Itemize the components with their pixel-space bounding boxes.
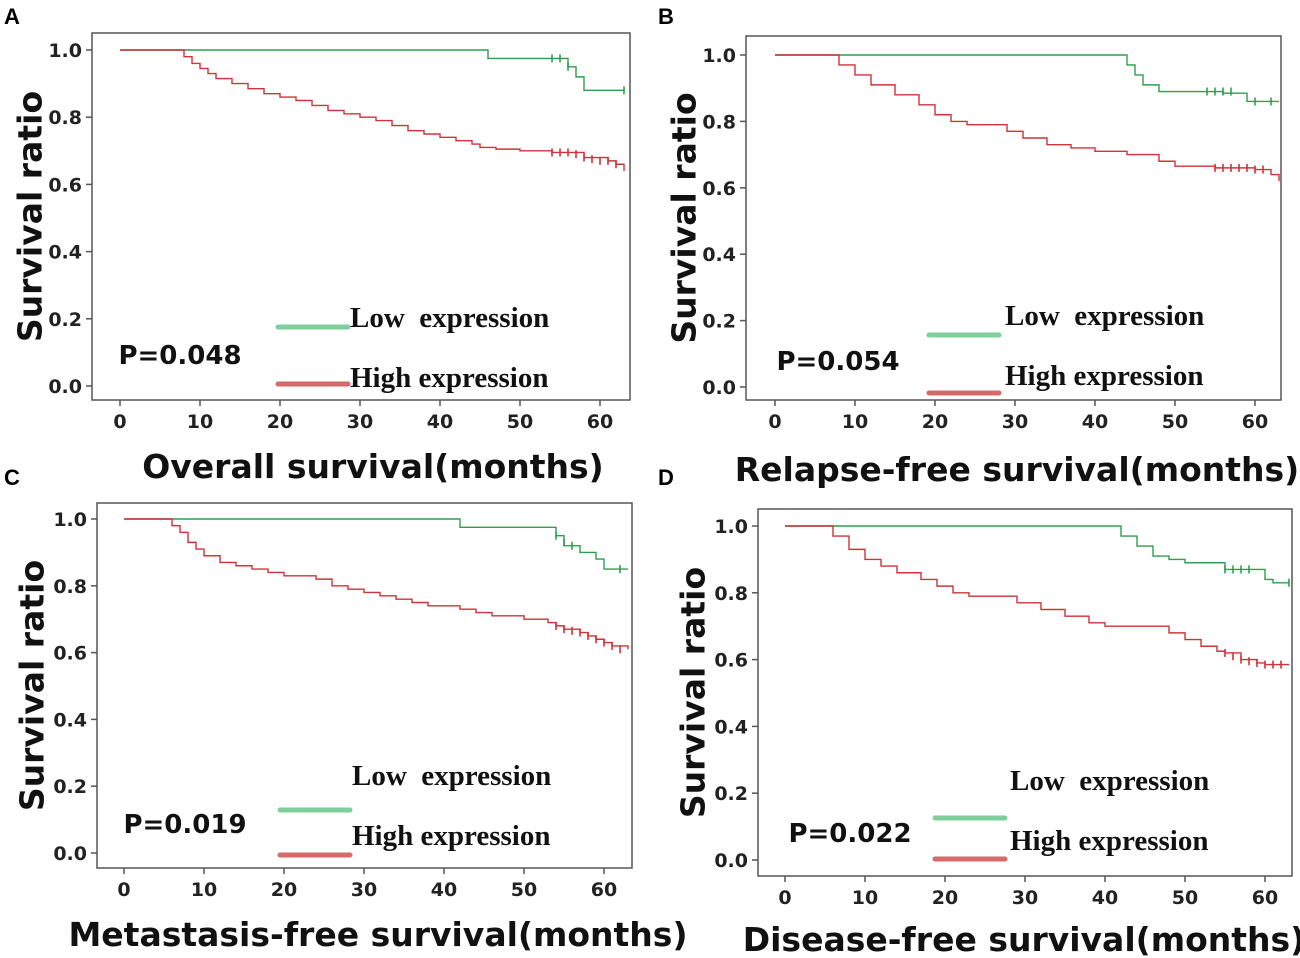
x-tick-label: 30 [1002,411,1028,433]
x-axis-title: Overall survival(months) [142,447,604,486]
x-tick-label: 20 [267,411,293,433]
panel-letter: C [4,465,20,490]
x-tick-label: 30 [347,411,373,433]
y-tick-label: 1.0 [53,509,87,531]
x-tick-label: 60 [1242,411,1268,433]
legend-label-low: Low expression [352,760,551,792]
y-tick-label: 0.6 [714,650,748,672]
y-tick-label: 0.2 [53,776,87,798]
x-tick-label: 0 [117,879,130,901]
y-tick-label: 0.6 [53,643,87,665]
x-tick-label: 20 [932,887,958,909]
x-tick-label: 10 [187,411,213,433]
x-tick-label: 10 [191,879,217,901]
panel-letter: A [4,4,20,29]
x-axis-title: Metastasis-free survival(months) [68,915,687,954]
y-tick-label: 0.8 [702,111,736,133]
x-tick-label: 50 [507,411,533,433]
low-expression-curve [785,525,1289,584]
y-tick-label: 0.8 [714,583,748,605]
y-tick-label: 0.2 [714,783,748,805]
legend-label-high: High expression [352,820,550,852]
p-value: P=0.054 [776,347,899,377]
y-tick-label: 0.0 [702,377,736,399]
legend-label-low: Low expression [350,302,549,334]
p-value: P=0.019 [123,810,246,840]
x-tick-label: 50 [511,879,537,901]
y-axis-title: Survival ratio [11,91,50,342]
y-tick-label: 0.6 [702,178,736,200]
y-tick-label: 0.4 [53,709,87,731]
low-expression-curve [120,49,624,92]
x-tick-label: 10 [842,411,868,433]
x-tick-label: 60 [591,879,617,901]
low-expression-curve [124,518,628,570]
y-tick-label: 0.4 [702,244,736,266]
x-tick-label: 10 [852,887,878,909]
plot-frame [745,35,1282,401]
panel-a: A 0.0 0.2 0.4 0.6 0.8 1.0 0 10 20 30 40 50 60 Overall … [4,4,631,486]
legend-label-high: High expression [1010,825,1208,857]
y-axis-title: Survival ratio [13,560,52,811]
x-tick-label: 0 [778,887,791,909]
x-tick-label: 50 [1172,887,1198,909]
x-tick-label: 30 [351,879,377,901]
plot-frame [91,32,631,401]
y-tick-label: 0.0 [48,376,82,398]
high-expression-curve [124,518,629,650]
x-tick-label: 0 [113,411,126,433]
x-tick-label: 40 [1082,411,1108,433]
y-tick-label: 0.4 [48,242,82,264]
legend-label-high: High expression [1005,360,1203,392]
panel-letter: B [658,4,674,29]
x-axis-title: Relapse-free survival(months) [735,450,1300,489]
x-axis-title: Disease-free survival(months) [743,920,1300,958]
y-tick-label: 0.4 [714,716,748,738]
y-tick-label: 1.0 [702,45,736,67]
p-value: P=0.022 [788,819,911,849]
y-tick-label: 0.6 [48,174,82,196]
x-tick-label: 50 [1162,411,1188,433]
panel-d: D 0.0 0.2 0.4 0.6 0.8 1.0 0 10 20 30 40 50 60 Disease-… [658,465,1300,958]
legend-label-low: Low expression [1010,765,1209,797]
high-expression-curve [785,525,1289,666]
y-tick-label: 0.2 [48,309,82,331]
y-tick-label: 0.8 [48,107,82,129]
x-tick-label: 20 [922,411,948,433]
panel-c: C 0.0 0.2 0.4 0.6 0.8 1.0 0 10 20 30 40 50 60 Metastas… [4,465,688,954]
y-tick-label: 0.0 [714,850,748,872]
y-tick-label: 0.8 [53,576,87,598]
x-tick-label: 40 [427,411,453,433]
legend-label-high: High expression [350,362,548,394]
high-expression-curve [120,49,625,171]
legend-label-low: Low expression [1005,300,1204,332]
y-axis-title: Survival ratio [665,92,704,343]
x-tick-label: 40 [1092,887,1118,909]
x-tick-label: 0 [768,411,781,433]
x-tick-label: 60 [1252,887,1278,909]
x-tick-label: 40 [431,879,457,901]
y-tick-label: 1.0 [714,516,748,538]
p-value: P=0.048 [118,341,241,371]
y-tick-label: 0.2 [702,311,736,333]
low-expression-curve [775,54,1279,103]
panel-letter: D [658,465,674,490]
x-tick-label: 30 [1012,887,1038,909]
panel-b: B 0.0 0.2 0.4 0.6 0.8 1.0 0 10 20 30 40 50 60 Relapse-… [658,4,1299,489]
x-tick-label: 20 [271,879,297,901]
y-tick-label: 1.0 [48,40,82,62]
y-axis-title: Survival ratio [674,567,713,818]
y-tick-label: 0.0 [53,843,87,865]
high-expression-curve [775,54,1280,182]
x-tick-label: 60 [587,411,613,433]
